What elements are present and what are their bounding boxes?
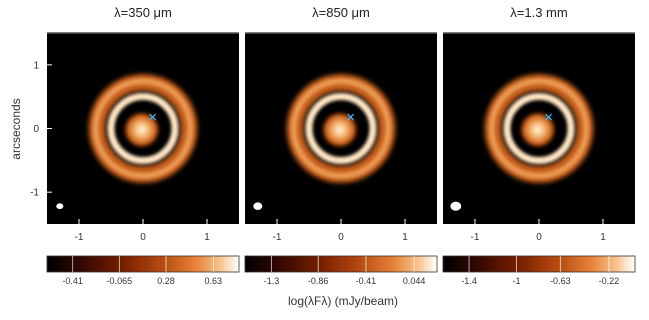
panels: λ=350 μm -1 0 1 1 0 -1 -0.41 -0.065 0.28 0.63 λ=850… <box>30 5 636 286</box>
outer-ring-highlight <box>92 78 194 179</box>
colorbar-label: log(λFλ) (mJy/beam) <box>288 294 398 308</box>
peak-marker-icon <box>545 113 553 121</box>
panel-title: λ=1.3 mm <box>510 5 567 20</box>
outer-ring-highlight <box>290 78 392 179</box>
panel-title: λ=350 μm <box>114 5 172 20</box>
colorbar-tick-label: -0.41 <box>62 276 83 286</box>
x-tick-label: 0 <box>536 232 542 243</box>
colorbar-tick-label: -0.065 <box>107 276 133 286</box>
colorbar-tick-label: 0.28 <box>157 276 175 286</box>
x-tick-label: -1 <box>273 232 282 243</box>
colorbar-ramp <box>244 255 438 273</box>
beam-ellipse <box>56 203 64 210</box>
y-axis-label: arcseconds <box>9 98 23 159</box>
y-tick-label: 1 <box>33 60 39 71</box>
outer-ring-highlight <box>488 78 590 179</box>
x-tick-label: 1 <box>600 232 606 243</box>
colorbar-tick-label: 0.044 <box>403 276 426 286</box>
panel-1: λ=350 μm -1 0 1 1 0 -1 -0.41 -0.065 0.28 0.63 <box>30 5 240 286</box>
x-tick-label: -1 <box>471 232 480 243</box>
colorbar-ramp <box>46 255 240 273</box>
inner-ring <box>305 92 377 165</box>
colorbar-tick-label: 0.63 <box>205 276 223 286</box>
beam-ellipse <box>253 202 263 210</box>
panel-2: λ=850 μm -1 0 1 -1.3 -0.86 -0.41 0.044 <box>244 5 438 286</box>
colorbar-tick-label: -1.3 <box>264 276 280 286</box>
colorbar-tick-label: -0.86 <box>308 276 329 286</box>
colorbar-tick-label: -0.41 <box>356 276 377 286</box>
colorbar-tick-label: -1.4 <box>461 276 477 286</box>
peak-marker-icon <box>149 113 157 121</box>
marker-stroke <box>149 113 157 121</box>
y-tick-label: -1 <box>30 188 39 199</box>
colorbar: -0.41 -0.065 0.28 0.63 <box>46 255 240 286</box>
marker-stroke <box>347 113 355 121</box>
central-core <box>518 110 557 149</box>
central-core <box>122 110 161 149</box>
inner-ring <box>107 92 179 165</box>
inner-ring <box>503 92 575 165</box>
panel-3: λ=1.3 mm -1 0 1 -1.4 -1 -0.63 -0.22 <box>442 5 636 286</box>
beam-ellipse <box>450 201 462 211</box>
colorbar-tick-label: -0.22 <box>599 276 620 286</box>
central-core <box>320 110 359 149</box>
colorbar: -1.3 -0.86 -0.41 0.044 <box>244 255 438 286</box>
x-tick-label: 0 <box>338 232 344 243</box>
colorbar-tick-label: -0.63 <box>550 276 571 286</box>
colorbar-tick-label: -1 <box>512 276 520 286</box>
x-tick-label: 1 <box>204 232 210 243</box>
colorbar: -1.4 -1 -0.63 -0.22 <box>442 255 636 286</box>
peak-marker-icon <box>347 113 355 121</box>
panel-title: λ=850 μm <box>312 5 370 20</box>
y-tick-label: 0 <box>33 124 39 135</box>
x-tick-label: 1 <box>402 232 408 243</box>
colorbar-ramp <box>442 255 636 273</box>
marker-stroke <box>545 113 553 121</box>
x-tick-label: -1 <box>75 232 84 243</box>
x-tick-label: 0 <box>140 232 146 243</box>
